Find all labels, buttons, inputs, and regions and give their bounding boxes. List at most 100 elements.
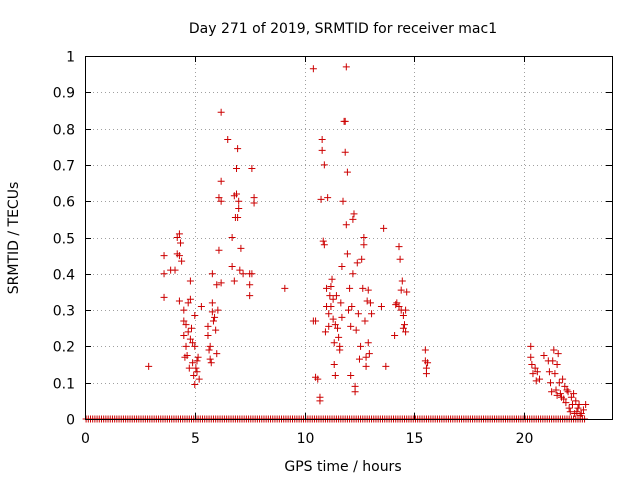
data-point bbox=[346, 284, 354, 292]
data-point bbox=[349, 215, 357, 223]
data-point bbox=[212, 326, 220, 334]
data-point bbox=[320, 161, 328, 169]
data-point bbox=[353, 259, 361, 267]
data-point bbox=[575, 400, 583, 408]
y-tick-label: 0.6 bbox=[53, 195, 75, 211]
data-point bbox=[343, 168, 351, 176]
data-point bbox=[180, 306, 188, 314]
y-tick-label: 0 bbox=[66, 413, 75, 429]
data-point bbox=[572, 397, 580, 405]
data-point bbox=[566, 408, 574, 416]
data-point bbox=[314, 375, 322, 383]
data-point bbox=[399, 312, 407, 320]
data-point bbox=[364, 286, 372, 294]
data-point bbox=[180, 317, 188, 325]
data-point bbox=[160, 252, 168, 260]
data-point bbox=[395, 243, 403, 251]
data-point bbox=[215, 194, 223, 202]
data-point bbox=[532, 377, 540, 385]
data-point bbox=[248, 165, 256, 173]
data-point bbox=[197, 302, 205, 310]
data-point bbox=[178, 257, 186, 265]
data-point bbox=[228, 234, 236, 241]
data-point bbox=[565, 404, 573, 412]
data-point bbox=[328, 275, 336, 283]
data-point bbox=[317, 195, 325, 203]
x-tick-label: 15 bbox=[406, 431, 424, 447]
data-point bbox=[208, 270, 216, 278]
data-point bbox=[194, 353, 202, 361]
data-point bbox=[187, 324, 195, 332]
data-point bbox=[329, 315, 337, 323]
data-point bbox=[573, 408, 581, 416]
data-point bbox=[312, 317, 320, 325]
data-point bbox=[191, 312, 199, 320]
data-point bbox=[363, 297, 371, 305]
data-point bbox=[145, 362, 153, 370]
data-point bbox=[160, 293, 168, 301]
data-point bbox=[570, 390, 578, 398]
data-point bbox=[211, 313, 219, 321]
data-point bbox=[281, 284, 289, 292]
x-tick-label: 10 bbox=[297, 431, 315, 447]
data-point bbox=[528, 361, 536, 369]
data-point bbox=[324, 194, 332, 202]
data-point bbox=[329, 295, 337, 303]
data-point bbox=[392, 301, 400, 309]
data-point bbox=[192, 364, 200, 372]
data-point bbox=[391, 332, 399, 340]
data-point bbox=[364, 339, 372, 347]
data-point bbox=[320, 241, 328, 249]
data-point bbox=[331, 371, 339, 379]
data-point bbox=[230, 277, 238, 285]
data-point bbox=[576, 411, 584, 419]
data-point bbox=[361, 317, 369, 325]
data-point bbox=[321, 328, 329, 336]
data-point bbox=[358, 255, 366, 263]
data-point bbox=[309, 65, 317, 73]
axis-ticks bbox=[85, 56, 612, 420]
data-point bbox=[235, 197, 243, 205]
data-point bbox=[396, 255, 404, 263]
data-point bbox=[334, 324, 342, 332]
x-tick-label: 20 bbox=[516, 431, 534, 447]
data-point bbox=[189, 359, 197, 367]
data-point bbox=[213, 281, 221, 289]
data-point bbox=[341, 117, 349, 125]
chart-title: Day 271 of 2019, SRMTID for receiver mac… bbox=[189, 21, 497, 37]
data-point bbox=[343, 250, 351, 258]
data-point bbox=[527, 342, 535, 350]
data-point bbox=[365, 350, 373, 358]
y-tick-label: 0.5 bbox=[53, 232, 75, 248]
data-point bbox=[342, 221, 350, 229]
data-point bbox=[183, 351, 191, 359]
data-point bbox=[246, 292, 254, 300]
data-point bbox=[186, 277, 194, 285]
data-point bbox=[184, 328, 192, 336]
data-point bbox=[319, 237, 327, 245]
data-point bbox=[208, 299, 216, 307]
data-point bbox=[359, 284, 367, 292]
data-point bbox=[339, 197, 347, 205]
data-point bbox=[234, 145, 242, 153]
data-point bbox=[355, 355, 363, 363]
data-point bbox=[215, 246, 223, 254]
data-point bbox=[563, 386, 571, 394]
data-point bbox=[545, 368, 553, 376]
data-point bbox=[347, 322, 355, 330]
data-point bbox=[217, 279, 225, 287]
data-point bbox=[338, 313, 346, 321]
x-tick-label: 5 bbox=[191, 431, 200, 447]
data-point bbox=[421, 346, 429, 354]
y-tick-label: 0.9 bbox=[53, 86, 75, 102]
data-point bbox=[180, 332, 188, 340]
data-point bbox=[360, 234, 368, 241]
data-point bbox=[224, 135, 232, 143]
data-point bbox=[250, 199, 258, 207]
data-point bbox=[357, 342, 365, 350]
data-point bbox=[175, 230, 183, 238]
data-point bbox=[193, 368, 201, 376]
y-tick-labels: 0 0.1 0.2 0.3 0.4 0.5 0.6 0.7 0.8 0.9 1 bbox=[53, 50, 75, 429]
